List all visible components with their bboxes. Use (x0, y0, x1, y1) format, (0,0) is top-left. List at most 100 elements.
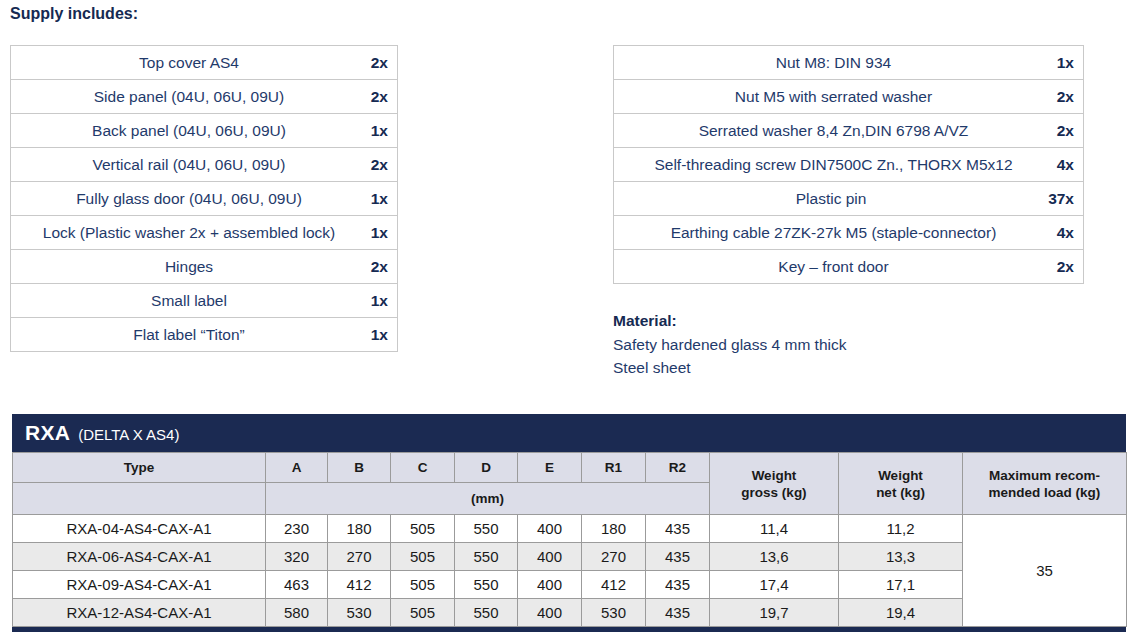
dim-cell: 550 (455, 571, 518, 599)
dim-cell: 550 (455, 515, 518, 543)
supply-item-label: Hinges (11, 258, 367, 276)
dim-cell: 400 (518, 599, 582, 627)
supply-item-label: Plastic pin (614, 190, 1048, 208)
col-header-weight-gross: Weight gross (kg) (710, 453, 839, 515)
supply-row: Lock (Plastic washer 2x + assembled lock… (11, 216, 397, 250)
supply-item-qty: 1x (367, 122, 397, 140)
rxa-title-bar: RXA (DELTA X AS4) (12, 414, 1126, 452)
col-header-c: C (391, 453, 455, 483)
col-header-weight-net: Weight net (kg) (839, 453, 963, 515)
dim-cell: 400 (518, 515, 582, 543)
type-cell: RXA-09-AS4-CAX-A1 (13, 571, 266, 599)
dim-cell: 230 (266, 515, 328, 543)
material-heading: Material: (613, 312, 846, 330)
col-header-type: Type (13, 453, 266, 483)
supply-row: Plastic pin37x (614, 182, 1083, 216)
supply-item-qty: 1x (367, 326, 397, 344)
col-header-b: B (328, 453, 391, 483)
supply-item-label: Nut M5 with serrated washer (614, 88, 1053, 106)
table-bottom-bar (12, 627, 1126, 632)
supply-item-label: Side panel (04U, 06U, 09U) (11, 88, 367, 106)
supply-row: Self-threading screw DIN7500C Zn., THORX… (614, 148, 1083, 182)
supply-item-qty: 37x (1048, 190, 1083, 208)
rxa-header-row: Type A B C D E R1 R2 Weight gross (kg) W… (13, 453, 1127, 483)
supply-item-qty: 2x (367, 258, 397, 276)
rxa-table-row: RXA-09-AS4-CAX-A146341250555040041243517… (13, 571, 1127, 599)
supply-item-qty: 4x (1053, 224, 1083, 242)
col-header-d: D (455, 453, 518, 483)
type-cell: RXA-06-AS4-CAX-A1 (13, 543, 266, 571)
col-header-r2: R2 (646, 453, 710, 483)
supply-item-label: Top cover AS4 (11, 54, 367, 72)
supply-row: Nut M8: DIN 9341x (614, 46, 1083, 80)
dim-cell: 505 (391, 543, 455, 571)
dim-cell: 180 (582, 515, 646, 543)
supply-row: Fully glass door (04U, 06U, 09U)1x (11, 182, 397, 216)
dim-cell: 270 (582, 543, 646, 571)
dim-cell: 530 (582, 599, 646, 627)
weight-net-cell: 17,1 (839, 571, 963, 599)
empty-header-cell (13, 483, 266, 515)
col-header-max-load: Maximum recom- mended load (kg) (963, 453, 1127, 515)
rxa-table-row: RXA-12-AS4-CAX-A158053050555040053043519… (13, 599, 1127, 627)
supply-item-qty: 2x (367, 156, 397, 174)
dim-cell: 412 (582, 571, 646, 599)
dim-cell: 463 (266, 571, 328, 599)
supply-list-right: Nut M8: DIN 9341xNut M5 with serrated wa… (613, 45, 1084, 284)
rxa-table-row: RXA-04-AS4-CAX-A123018050555040018043511… (13, 515, 1127, 543)
supply-row: Serrated washer 8,4 Zn,DIN 6798 A/VZ2x (614, 114, 1083, 148)
col-header-e: E (518, 453, 582, 483)
rxa-spec-table: RXA (DELTA X AS4) Type A B C D E R1 R2 W… (12, 414, 1126, 632)
rxa-series-subtitle: (DELTA X AS4) (78, 426, 179, 443)
weight-gross-cell: 19,7 (710, 599, 839, 627)
mm-units-header: (mm) (266, 483, 710, 515)
supply-item-label: Nut M8: DIN 934 (614, 54, 1053, 72)
supply-item-label: Flat label “Titon” (11, 326, 367, 344)
col-header-r1: R1 (582, 453, 646, 483)
supply-item-qty: 1x (367, 292, 397, 310)
type-cell: RXA-12-AS4-CAX-A1 (13, 599, 266, 627)
supply-item-label: Fully glass door (04U, 06U, 09U) (11, 190, 367, 208)
supply-row: Flat label “Titon”1x (11, 318, 397, 352)
dim-cell: 505 (391, 515, 455, 543)
supply-row: Side panel (04U, 06U, 09U)2x (11, 80, 397, 114)
supply-item-qty: 1x (1053, 54, 1083, 72)
supply-row: Back panel (04U, 06U, 09U)1x (11, 114, 397, 148)
supply-item-label: Small label (11, 292, 367, 310)
dim-cell: 550 (455, 543, 518, 571)
dim-cell: 400 (518, 571, 582, 599)
dim-cell: 580 (266, 599, 328, 627)
supply-item-qty: 2x (367, 54, 397, 72)
dim-cell: 435 (646, 515, 710, 543)
supply-item-qty: 2x (1053, 258, 1083, 276)
supply-item-label: Back panel (04U, 06U, 09U) (11, 122, 367, 140)
supply-item-qty: 1x (367, 224, 397, 242)
max-load-cell: 35 (963, 515, 1127, 627)
dim-cell: 412 (328, 571, 391, 599)
dim-cell: 435 (646, 599, 710, 627)
material-section: Material: Safety hardened glass 4 mm thi… (613, 312, 846, 379)
supply-item-qty: 4x (1053, 156, 1083, 174)
supply-row: Earthing cable 27ZK-27k M5 (staple-conne… (614, 216, 1083, 250)
rxa-dimensions-table: Type A B C D E R1 R2 Weight gross (kg) W… (12, 452, 1127, 627)
type-cell: RXA-04-AS4-CAX-A1 (13, 515, 266, 543)
supply-row: Top cover AS42x (11, 46, 397, 80)
dim-cell: 320 (266, 543, 328, 571)
weight-net-cell: 19,4 (839, 599, 963, 627)
dim-cell: 400 (518, 543, 582, 571)
supply-row: Hinges2x (11, 250, 397, 284)
dim-cell: 270 (328, 543, 391, 571)
weight-net-cell: 13,3 (839, 543, 963, 571)
supply-item-qty: 1x (367, 190, 397, 208)
dim-cell: 180 (328, 515, 391, 543)
weight-gross-cell: 17,4 (710, 571, 839, 599)
material-line: Safety hardened glass 4 mm thick (613, 333, 846, 356)
weight-net-cell: 11,2 (839, 515, 963, 543)
dim-cell: 435 (646, 543, 710, 571)
dim-cell: 505 (391, 571, 455, 599)
supply-item-qty: 2x (367, 88, 397, 106)
supply-row: Vertical rail (04U, 06U, 09U)2x (11, 148, 397, 182)
supply-item-label: Vertical rail (04U, 06U, 09U) (11, 156, 367, 174)
col-header-a: A (266, 453, 328, 483)
supply-item-label: Key – front door (614, 258, 1053, 276)
